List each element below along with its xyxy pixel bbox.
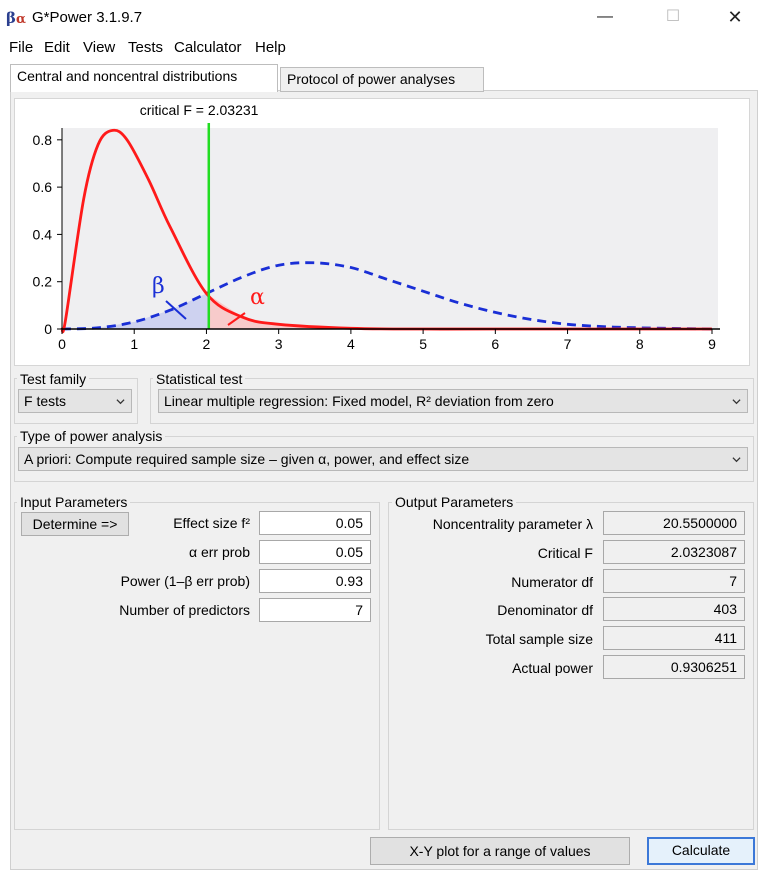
statistical-test-group [150,378,754,424]
alpha-label: α [250,285,265,310]
noncentrality-label: Noncentrality parameter λ [432,516,593,532]
noncentral-curve [61,261,713,331]
power-analysis-label: Type of power analysis [17,428,166,444]
alpha-err-label: α err prob [188,544,250,560]
statistical-test-label: Statistical test [153,371,246,387]
tab-central-noncentral[interactable]: Central and noncentral distributions [10,64,278,92]
predictors-label: Number of predictors [119,602,250,618]
test-family-select[interactable]: F tests [18,389,132,413]
tab-bar: Central and noncentral distributions Pro… [10,64,758,92]
x-tick-label: 2 [203,336,211,352]
y-tick-label: 0.8 [33,132,53,148]
actual-power-value: 0.9306251 [603,655,745,679]
alpha-region [208,295,496,329]
statistical-test-value: Linear multiple regression: Fixed model,… [164,393,554,409]
chevron-down-icon [116,399,125,405]
y-tick-label: 0 [44,321,52,337]
denominator-df-value: 403 [603,597,745,621]
alpha-err-input[interactable]: 0.05 [259,540,371,564]
y-tick-label: 0.2 [33,274,53,290]
denominator-df-label: Denominator df [497,602,593,618]
test-family-value: F tests [24,393,67,409]
maximize-button[interactable]: ☐ [665,8,681,25]
total-sample-size-value: 411 [603,626,745,650]
chevron-down-icon [732,457,741,463]
x-tick-label: 6 [491,336,499,352]
close-button[interactable]: ✕ [727,7,743,27]
x-tick-label: 9 [708,336,716,352]
statistical-test-select[interactable]: Linear multiple regression: Fixed model,… [158,389,748,413]
y-tick-label: 0.6 [33,179,53,195]
total-sample-size-label: Total sample size [485,631,593,647]
menu-help[interactable]: Help [255,39,286,56]
determine-button[interactable]: Determine => [21,512,129,536]
numerator-df-value: 7 [603,569,745,593]
tab-protocol[interactable]: Protocol of power analyses [280,67,484,92]
output-parameters-title: Output Parameters [392,494,517,510]
power-analysis-value: A priori: Compute required sample size –… [24,451,470,467]
x-tick-label: 8 [636,336,644,352]
power-label: Power (1–β err prob) [120,573,250,589]
output-parameters-group [388,502,754,830]
y-tick-label: 0.4 [33,226,53,242]
power-input[interactable]: 0.93 [259,569,371,593]
input-parameters-title: Input Parameters [17,494,131,510]
x-tick-label: 7 [564,336,572,352]
beta-pointer [165,300,187,320]
predictors-input[interactable]: 7 [259,598,371,622]
menu-calculator[interactable]: Calculator [174,39,242,56]
beta-label: β [152,274,165,299]
test-family-label: Test family [17,371,90,387]
window-title: G*Power 3.1.9.7 [32,9,143,26]
menu-file[interactable]: File [9,39,34,56]
x-tick-label: 0 [58,336,66,352]
actual-power-label: Actual power [512,660,593,676]
critical-f-label: Critical F [537,545,593,561]
chevron-down-icon [732,399,741,405]
power-analysis-select[interactable]: A priori: Compute required sample size –… [18,447,748,471]
critical-annotation: critical F = 2.03231 [140,102,259,118]
effect-size-label: Effect size f² [173,515,250,531]
critical-f-value: 2.0323087 [603,540,745,564]
x-tick-label: 4 [347,336,355,352]
noncentrality-value: 20.5500000 [603,511,745,535]
x-tick-label: 1 [130,336,138,352]
effect-size-input[interactable]: 0.05 [259,511,371,535]
calculate-button[interactable]: Calculate [647,837,755,865]
distribution-plot: 0 1 2 3 4 5 6 7 8 9 0 0.2 0.4 0.6 0.8 critical F = 2.… [33,102,720,352]
alpha-pointer [227,312,246,326]
numerator-df-label: Numerator df [511,574,593,590]
menu-edit[interactable]: Edit [44,39,70,56]
menu-view[interactable]: View [83,39,116,56]
app-icon: βα [6,9,26,27]
x-tick-label: 3 [275,336,283,352]
minimize-button[interactable]: — [597,8,613,25]
title-bar [0,0,768,36]
input-parameters-group [14,502,380,830]
power-analysis-group [14,436,754,482]
x-tick-label: 5 [419,336,427,352]
beta-region [62,292,209,329]
menu-tests[interactable]: Tests [128,39,164,56]
xy-plot-button[interactable]: X-Y plot for a range of values [370,837,630,865]
